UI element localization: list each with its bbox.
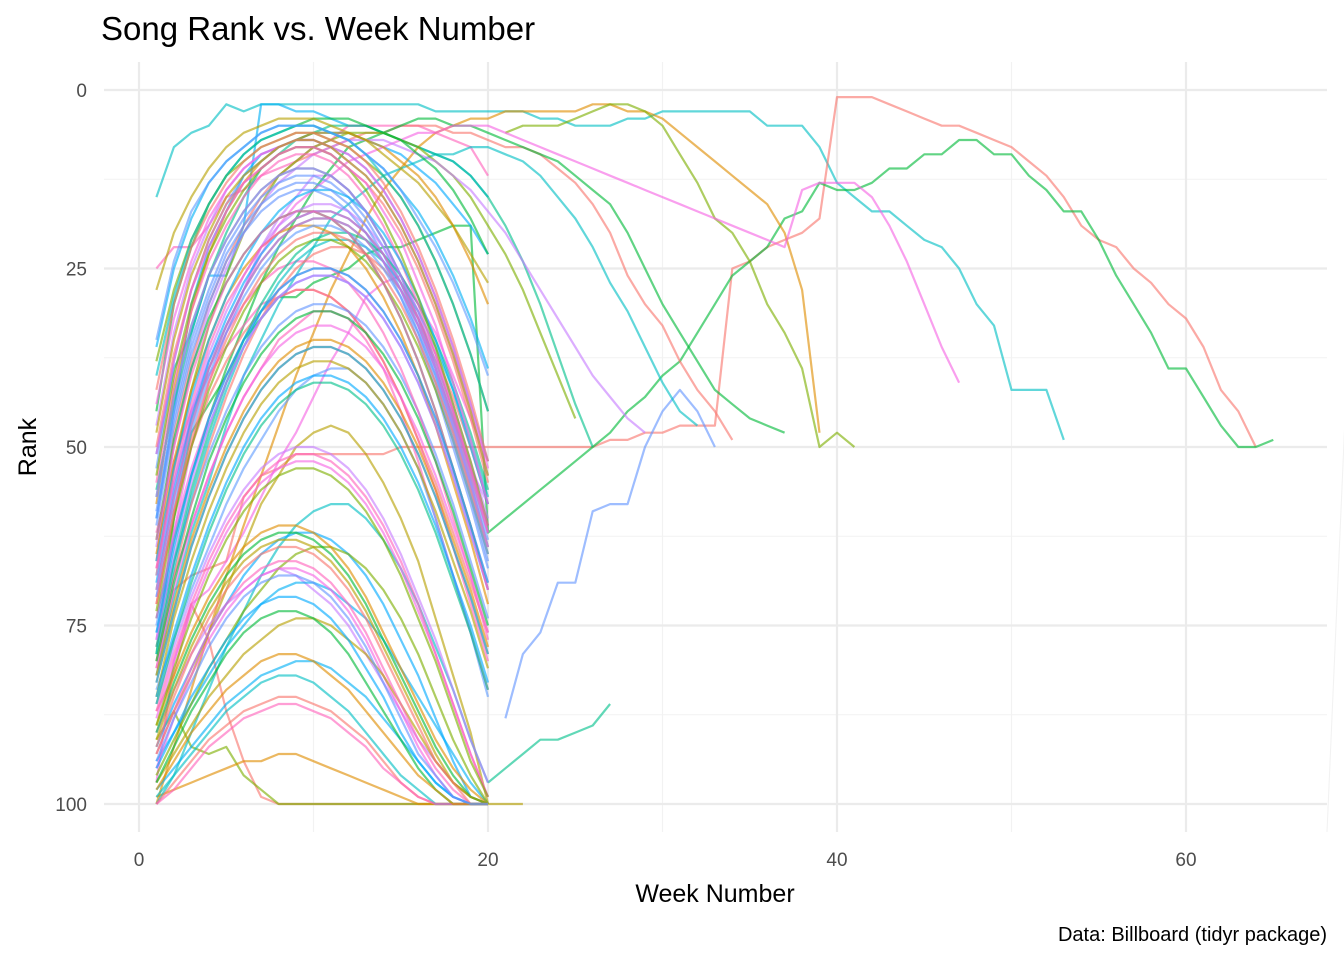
series-line xyxy=(155,288,490,633)
series-line xyxy=(155,467,489,798)
series-line xyxy=(155,138,1274,655)
y-tick-label: 25 xyxy=(66,260,87,281)
series-line xyxy=(155,131,577,576)
series-line xyxy=(155,117,489,291)
y-tick-label: 0 xyxy=(76,81,87,102)
x-tick-label: 40 xyxy=(826,850,847,871)
series-line xyxy=(155,310,490,662)
series-line xyxy=(155,367,490,698)
series-line xyxy=(155,274,490,641)
series-line xyxy=(155,503,490,805)
series-line xyxy=(155,360,490,698)
series-line xyxy=(155,153,490,533)
series-line xyxy=(155,652,488,806)
series-line xyxy=(155,574,488,806)
series-line xyxy=(155,324,490,669)
series-line xyxy=(155,274,490,783)
series-line xyxy=(504,388,716,719)
x-minor-gridline xyxy=(1326,428,1344,833)
series-line xyxy=(155,124,961,640)
series-line xyxy=(155,424,523,806)
chart-title: Song Rank vs. Week Number xyxy=(101,10,535,47)
y-axis-ticks: 0 25 50 75 100 xyxy=(55,81,87,816)
series-line xyxy=(155,231,490,605)
series-line xyxy=(155,345,490,683)
series-line xyxy=(155,674,488,806)
series-line xyxy=(155,453,490,798)
series-line xyxy=(504,103,856,449)
series-line xyxy=(155,445,490,784)
series-line xyxy=(155,338,490,676)
series-line xyxy=(155,238,490,612)
series-line xyxy=(155,531,489,806)
y-tick-label: 75 xyxy=(66,617,87,638)
series-line xyxy=(155,167,490,548)
y-tick-label: 100 xyxy=(55,795,87,816)
series-line xyxy=(155,138,646,548)
series-line xyxy=(155,560,488,806)
series-line xyxy=(155,103,1065,441)
series-line xyxy=(155,188,490,562)
x-axis-title: Week Number xyxy=(635,880,794,908)
series-line xyxy=(155,131,490,462)
series-line xyxy=(155,224,490,598)
series-line xyxy=(155,103,821,805)
series-line xyxy=(155,381,490,705)
x-axis-ticks: 0 20 40 60 xyxy=(134,850,1197,871)
series-lines xyxy=(155,95,1274,806)
series-line xyxy=(155,124,490,376)
series-line xyxy=(155,303,490,633)
series-line xyxy=(155,210,490,569)
series-line xyxy=(155,146,490,505)
series-line xyxy=(155,374,490,698)
series-line xyxy=(155,595,488,806)
x-tick-label: 0 xyxy=(134,850,145,871)
x-tick-label: 20 xyxy=(477,850,498,871)
series-line xyxy=(155,210,490,591)
series-line xyxy=(487,703,611,784)
y-tick-label: 50 xyxy=(66,438,87,459)
series-line xyxy=(155,660,488,806)
series-line xyxy=(155,545,488,806)
chart-caption: Data: Billboard (tidyr package) xyxy=(1058,924,1327,946)
series-line xyxy=(155,538,489,806)
series-line xyxy=(155,524,489,805)
series-line xyxy=(155,702,488,806)
x-tick-label: 60 xyxy=(1175,850,1196,871)
series-line xyxy=(155,581,489,805)
y-axis-title: Rank xyxy=(14,417,42,476)
series-line xyxy=(155,138,490,476)
series-line xyxy=(155,267,490,633)
